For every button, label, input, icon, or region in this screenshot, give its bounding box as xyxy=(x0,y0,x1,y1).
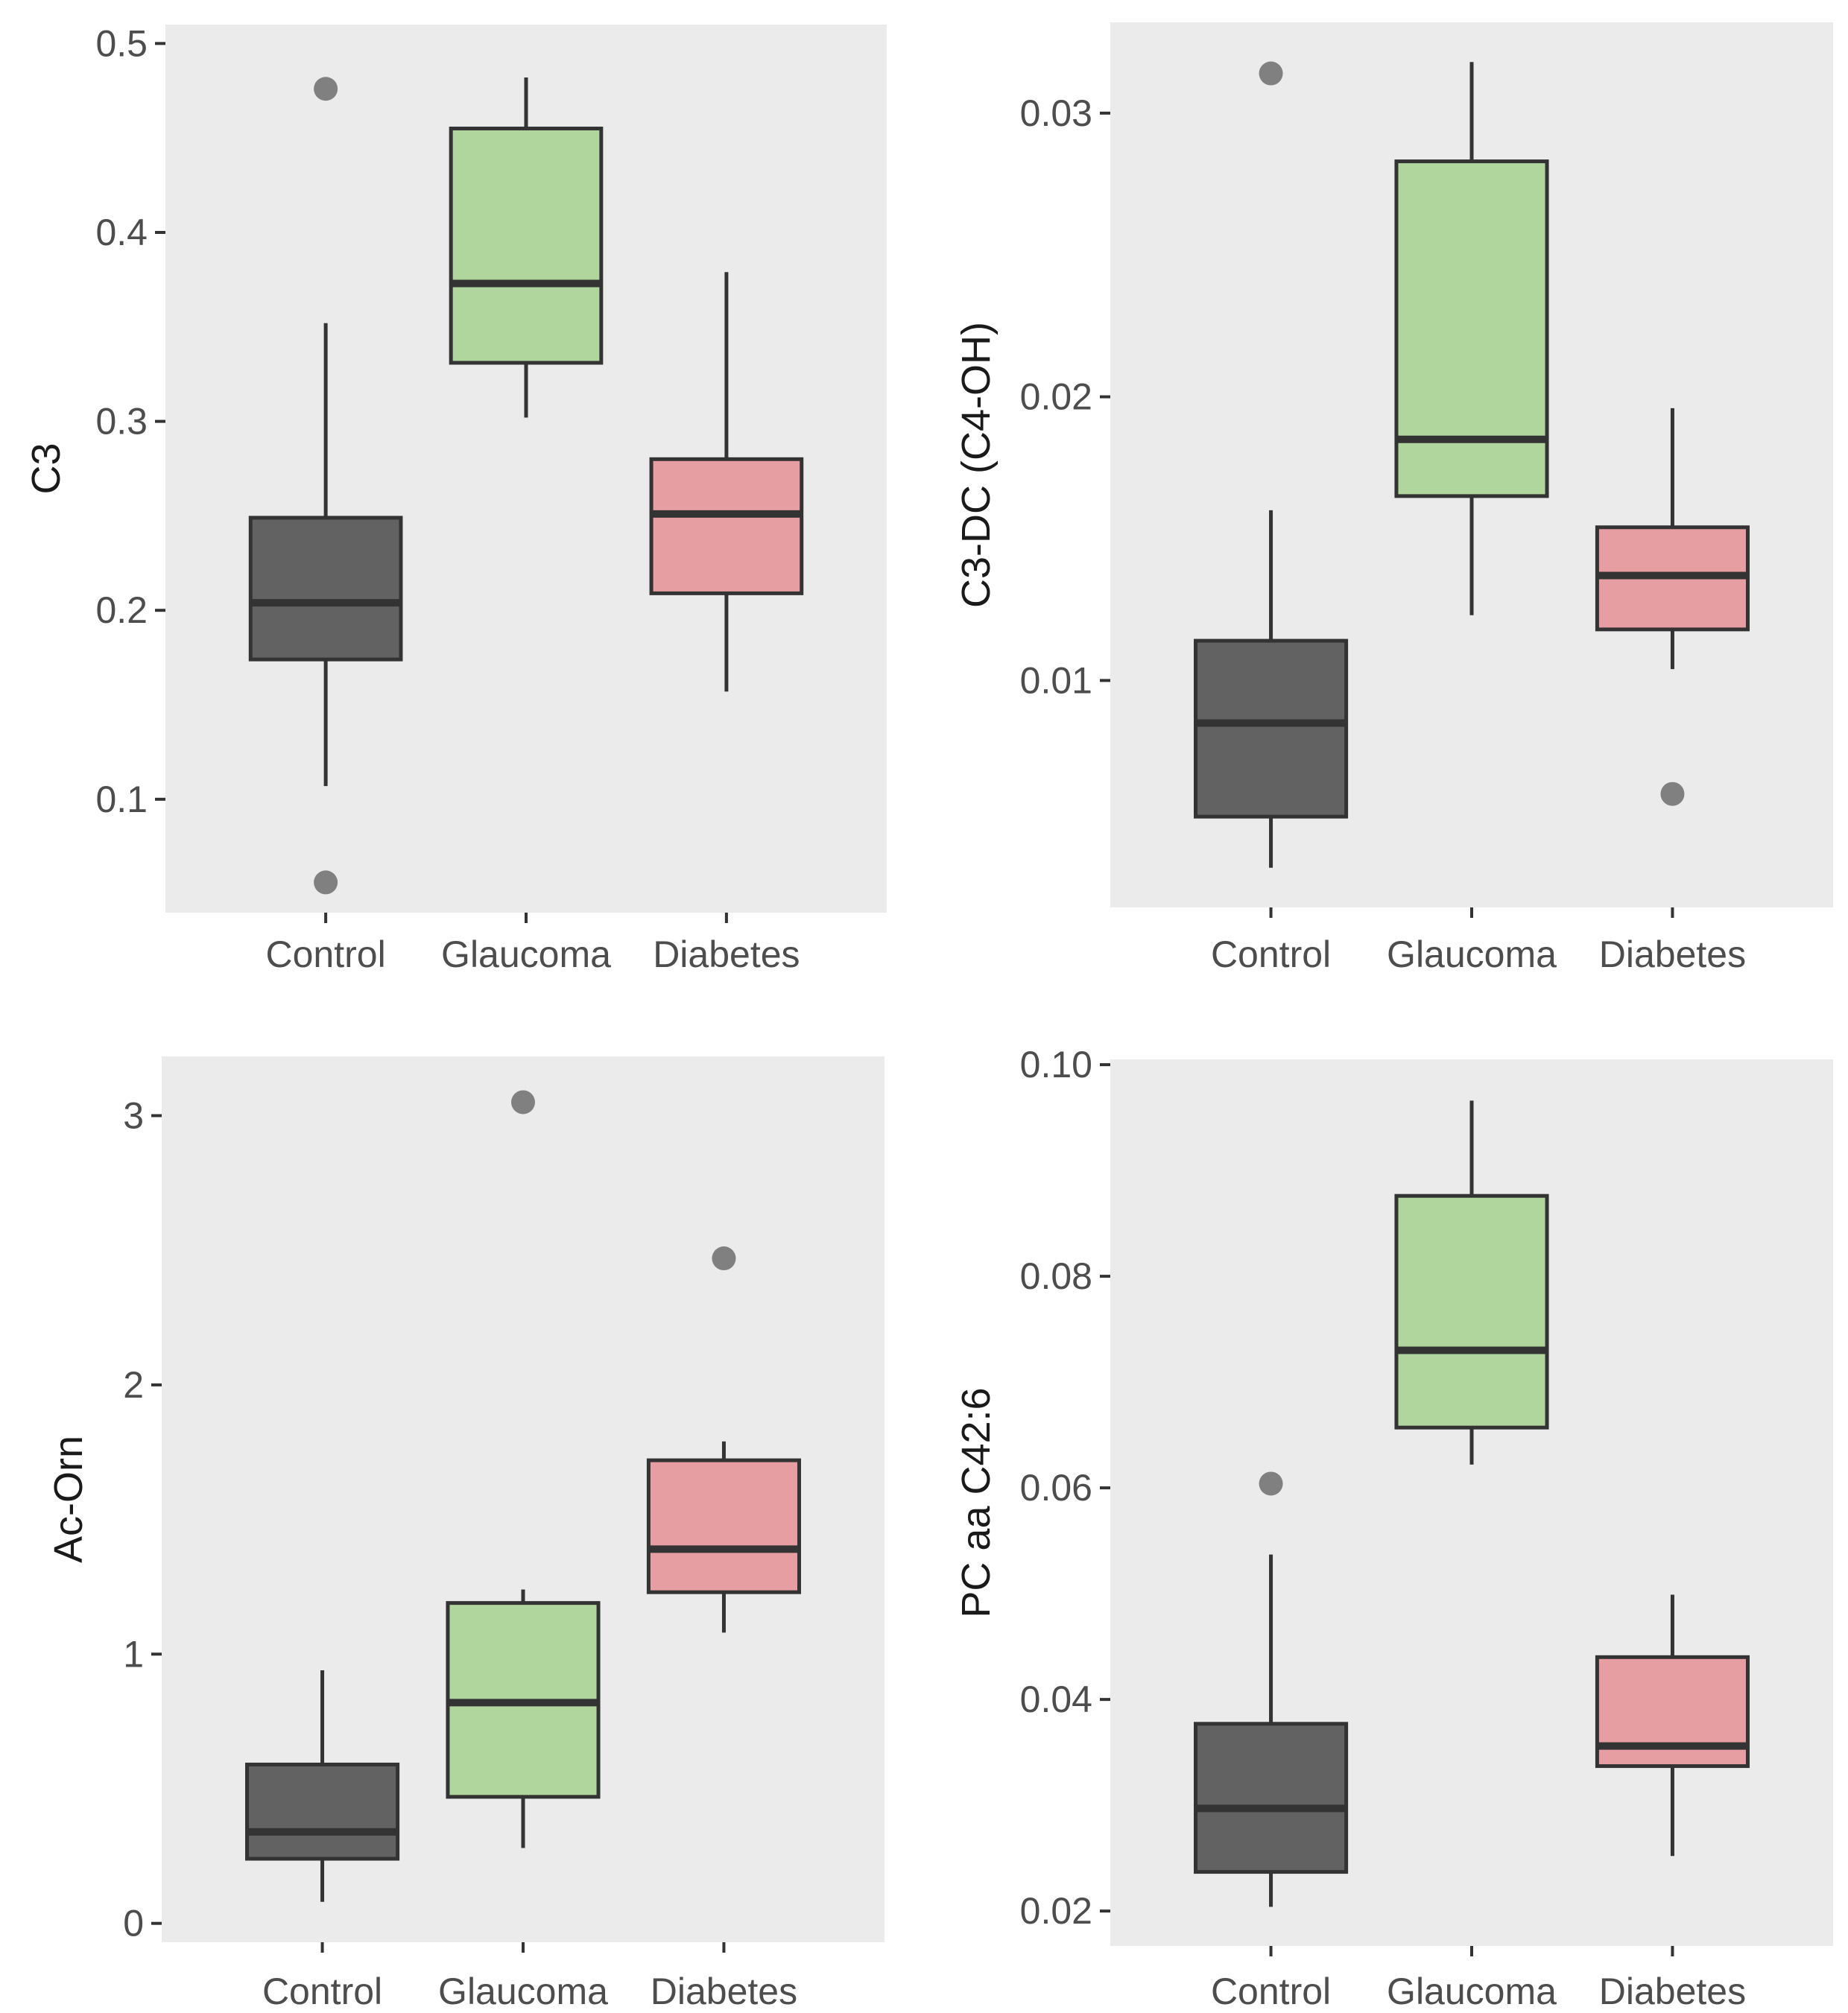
x-tick-label: Diabetes xyxy=(653,933,800,975)
y-tick-label: 0.04 xyxy=(1020,1678,1092,1720)
x-tick-label: Control xyxy=(1211,933,1331,975)
box-c3-diabetes xyxy=(649,272,804,692)
x-tick-label: Diabetes xyxy=(1599,1971,1746,2012)
box-c3-control xyxy=(248,77,403,895)
box-c3-dc-control xyxy=(1194,61,1349,868)
y-tick-label: 1 xyxy=(123,1633,144,1675)
panel-ac-orn: 0 1 2 3 Control Glaucoma Diabetes Ac-Orn xyxy=(46,1056,885,2012)
panel-c3-dc: 0.01 0.02 0.03 Control Glaucoma Diabetes C3-DC… xyxy=(954,22,1833,975)
outlier-point xyxy=(314,77,338,101)
outlier-point xyxy=(1259,61,1283,86)
x-tick-label: Glaucoma xyxy=(1387,1971,1557,2012)
x-tick-label: Control xyxy=(266,933,386,975)
y-tick-label: 0.2 xyxy=(95,589,148,631)
outlier-point xyxy=(511,1090,535,1115)
outlier-point xyxy=(1660,782,1685,806)
box-c3-dc-diabetes xyxy=(1595,408,1750,806)
interquartile-box xyxy=(1194,1722,1349,1874)
y-axis-title: C3-DC (C4-OH) xyxy=(954,322,999,608)
interquartile-box xyxy=(1595,1655,1750,1769)
y-tick-label: 3 xyxy=(123,1095,144,1137)
outlier-point xyxy=(314,870,338,895)
outlier-point xyxy=(712,1246,736,1271)
box-ac-orn-glaucoma xyxy=(446,1090,601,1848)
interquartile-box xyxy=(1194,638,1349,819)
interquartile-box xyxy=(449,126,604,365)
y-axis-title: C3 xyxy=(24,443,69,494)
y-tick-label: 0.10 xyxy=(1020,1044,1092,1085)
y-tick-label: 0.01 xyxy=(1020,659,1092,701)
box-pc-aa-c42-6-control xyxy=(1194,1471,1349,1907)
y-tick-label: 0.08 xyxy=(1020,1255,1092,1297)
y-tick-label: 0.3 xyxy=(95,401,148,443)
box-pc-aa-c42-6-glaucoma xyxy=(1394,1100,1549,1465)
x-tick-label: Diabetes xyxy=(1599,933,1746,975)
y-tick-label: 0.5 xyxy=(95,22,148,64)
interquartile-box xyxy=(1394,1193,1549,1430)
y-tick-label: 0.1 xyxy=(95,779,148,820)
x-tick-label: Glaucoma xyxy=(438,1971,608,2012)
interquartile-box xyxy=(245,1762,400,1861)
y-tick-label: 0.03 xyxy=(1020,92,1092,134)
panel-pc-aa-c42-6: 0.02 0.04 0.06 0.08 0.10 Control Glaucoma Diabe… xyxy=(954,1044,1833,2012)
outlier-point xyxy=(1259,1471,1283,1496)
x-tick-label: Control xyxy=(1211,1971,1331,2012)
box-ac-orn-diabetes xyxy=(646,1246,801,1633)
interquartile-box xyxy=(646,1458,801,1594)
x-tick-label: Glaucoma xyxy=(1387,933,1557,975)
interquartile-box xyxy=(649,457,804,595)
x-tick-label: Control xyxy=(262,1971,382,2012)
x-tick-label: Glaucoma xyxy=(441,933,611,975)
y-tick-label: 0 xyxy=(123,1903,144,1944)
panel-c3: 0.1 0.2 0.3 0.4 0.5 Control Glaucoma Diabetes C3 xyxy=(24,22,887,975)
interquartile-box xyxy=(1394,159,1549,498)
y-tick-label: 2 xyxy=(123,1364,144,1406)
box-pc-aa-c42-6-diabetes xyxy=(1595,1594,1750,1857)
y-tick-label: 0.02 xyxy=(1020,376,1092,418)
box-ac-orn-control xyxy=(245,1670,400,1902)
x-tick-label: Diabetes xyxy=(651,1971,797,2012)
box-c3-glaucoma xyxy=(449,77,604,418)
y-tick-label: 0.06 xyxy=(1020,1467,1092,1509)
y-tick-label: 0.4 xyxy=(95,212,148,253)
box-c3-dc-glaucoma xyxy=(1394,62,1549,615)
y-axis-title: Ac-Orn xyxy=(46,1436,91,1563)
y-tick-label: 0.02 xyxy=(1020,1890,1092,1932)
y-axis-title: PC aa C42:6 xyxy=(954,1387,999,1617)
interquartile-box xyxy=(248,516,403,662)
